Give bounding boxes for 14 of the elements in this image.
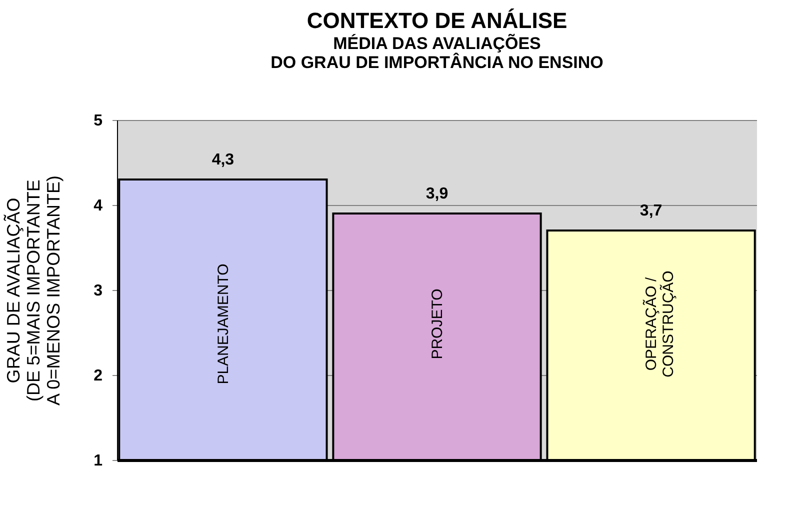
y-tick-label: 2	[94, 368, 103, 384]
y-tick-label: 1	[94, 452, 103, 470]
x-tick-label: PROJETO	[429, 288, 446, 360]
y-tick-label: 5	[94, 112, 103, 130]
chart-title: CONTEXTO DE ANÁLISE	[306, 8, 568, 33]
y-axis-title: GRAU DE AVALIAÇÃO (DE 5=MAIS IMPORTANTE A 0=MENOS IMPORTANTE)	[4, 176, 64, 406]
data-label: 4,3	[212, 152, 234, 168]
data-label: 3,7	[640, 202, 662, 220]
data-label: 3,9	[426, 186, 448, 202]
chart-subtitle: MÉDIA DAS AVALIAÇÕES DO GRAU DE IMPORTÂNCIA NO ENSINO	[270, 33, 604, 72]
x-tick-label: PLANEJAMENTO	[214, 264, 232, 384]
y-tick-label: 3	[94, 282, 103, 300]
x-tick-label: OPERAÇÃO / CONSTRUÇÃO	[642, 270, 678, 378]
y-tick-label: 4	[94, 198, 103, 214]
